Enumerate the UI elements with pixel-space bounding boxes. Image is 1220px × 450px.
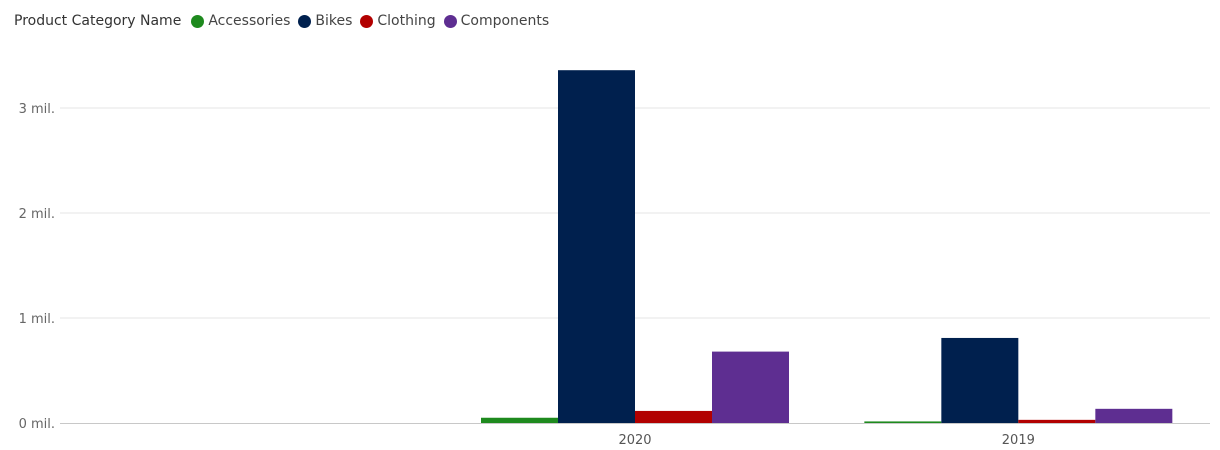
x-category-label-2019: 2019 <box>1002 433 1035 448</box>
legend-item-accessories[interactable]: Accessories <box>191 13 290 29</box>
legend-label-components: Components <box>460 13 550 29</box>
bar-bikes-2019 <box>941 337 1019 423</box>
y-tick-label-1: 1 mil. <box>19 312 55 327</box>
bar-clothing-2020 <box>635 410 712 423</box>
legend-dot-components <box>443 14 457 28</box>
y-tick-label-0: 0 mil. <box>19 417 55 432</box>
y-tick-label-3: 3 mil. <box>19 102 55 117</box>
legend-dot-accessories <box>191 14 205 28</box>
x-category-label-2020: 2020 <box>618 433 651 448</box>
legend-dot-bikes <box>298 14 312 28</box>
bar-accessories-2020 <box>481 417 558 423</box>
legend-item-bikes[interactable]: Bikes <box>298 13 352 29</box>
chart-legend: Product Category Name Accessories Bikes … <box>14 10 557 32</box>
bar-components-2020 <box>712 351 789 423</box>
bar-components-2019 <box>1095 408 1173 423</box>
y-tick-label-2: 2 mil. <box>19 207 55 222</box>
bar-clothing-2019 <box>1018 419 1096 423</box>
legend-dot-clothing <box>360 14 374 28</box>
bar-bikes-2020 <box>558 70 635 423</box>
legend-title: Product Category Name <box>14 13 182 29</box>
legend-label-bikes: Bikes <box>315 13 353 29</box>
bar-accessories-2019 <box>864 421 942 423</box>
legend-item-clothing[interactable]: Clothing <box>360 13 436 29</box>
legend-label-clothing: Clothing <box>377 13 436 29</box>
legend-item-components[interactable]: Components <box>443 13 550 29</box>
legend-label-accessories: Accessories <box>208 13 291 29</box>
